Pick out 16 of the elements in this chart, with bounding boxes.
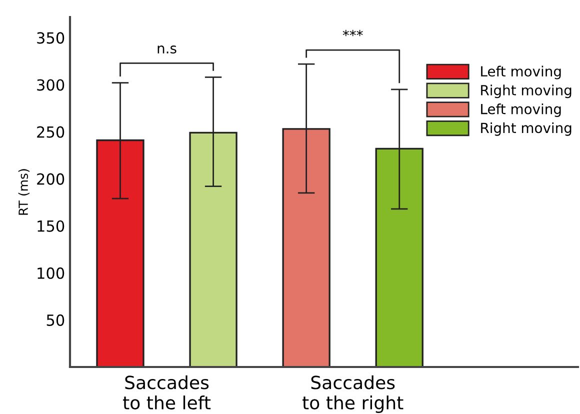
y-tick-label: 50 [46, 314, 64, 326]
y-axis-title: RT (ms) [18, 169, 30, 215]
legend-label: Right moving [481, 84, 572, 98]
y-tick-label: 100 [38, 267, 64, 279]
y-tick-label: 250 [37, 126, 64, 138]
y-tick-label: 150 [38, 220, 64, 232]
x-tick-label: Saccades to the right [302, 375, 404, 414]
annotation: n.s [158, 46, 176, 54]
legend-label: Left moving [481, 104, 561, 117]
legend-label: Left moving [481, 66, 561, 80]
legend-label: Right moving [481, 122, 572, 136]
y-tick-label: 200 [37, 173, 64, 185]
y-tick-label: 350 [37, 32, 64, 44]
y-tick-label: 300 [37, 79, 64, 91]
annotation: *** [342, 30, 363, 36]
x-tick-label: Saccades to the left [123, 375, 211, 410]
